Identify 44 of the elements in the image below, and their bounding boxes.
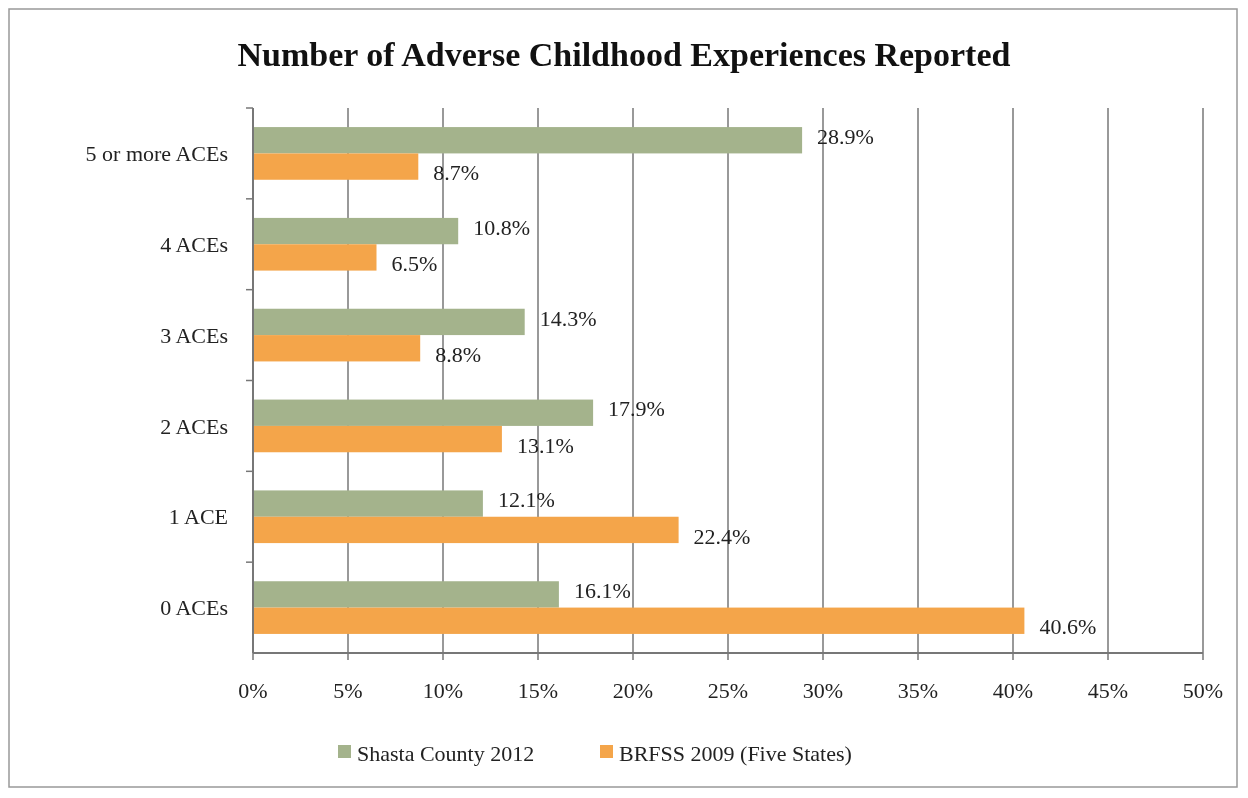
data-label: 8.7% bbox=[433, 160, 480, 186]
bar bbox=[253, 335, 421, 362]
bar bbox=[253, 153, 419, 180]
bar bbox=[253, 399, 594, 426]
y-tick-label: 2 ACEs bbox=[160, 413, 228, 439]
x-tick-label: 0% bbox=[238, 678, 268, 703]
x-tick-label: 5% bbox=[333, 678, 363, 703]
bar bbox=[253, 581, 559, 608]
x-tick-label: 25% bbox=[707, 678, 749, 703]
legend-label: Shasta County 2012 bbox=[357, 740, 535, 766]
data-label: 6.5% bbox=[391, 251, 438, 277]
bar bbox=[253, 425, 502, 453]
data-label: 22.4% bbox=[693, 523, 751, 549]
data-label: 28.9% bbox=[817, 123, 874, 149]
x-tick-label: 45% bbox=[1087, 678, 1129, 703]
data-label: 14.3% bbox=[539, 305, 597, 331]
x-tick-label: 40% bbox=[992, 678, 1034, 703]
bar bbox=[253, 490, 483, 517]
x-tick-label: 35% bbox=[897, 678, 939, 703]
x-tick-label: 30% bbox=[802, 678, 844, 703]
bar bbox=[253, 308, 525, 336]
chart-title: Number of Adverse Childhood Experiences Reported bbox=[237, 36, 1011, 73]
y-tick-label: 0 ACEs bbox=[160, 595, 228, 621]
bar bbox=[253, 244, 377, 271]
legend-label: BRFSS 2009 (Five States) bbox=[619, 740, 852, 766]
x-tick-label: 20% bbox=[612, 678, 654, 703]
data-label: 17.9% bbox=[608, 396, 665, 422]
bar bbox=[253, 607, 1025, 634]
x-tick-label: 15% bbox=[517, 678, 559, 703]
y-tick-label: 5 or more ACEs bbox=[85, 141, 228, 167]
y-tick-label: 1 ACE bbox=[168, 504, 228, 530]
data-label: 13.1% bbox=[516, 432, 574, 458]
x-tick-label: 50% bbox=[1182, 678, 1224, 703]
data-label: 8.8% bbox=[435, 341, 482, 367]
data-label: 16.1% bbox=[573, 578, 631, 604]
bar bbox=[253, 127, 803, 154]
data-label: 40.6% bbox=[1039, 614, 1097, 640]
y-tick-label: 3 ACEs bbox=[160, 322, 228, 348]
data-label: 10.8% bbox=[473, 214, 531, 240]
bar bbox=[253, 516, 679, 544]
data-label: 12.1% bbox=[497, 487, 555, 513]
x-tick-label: 10% bbox=[422, 678, 464, 703]
bar bbox=[253, 217, 459, 245]
y-tick-label: 4 ACEs bbox=[160, 231, 228, 257]
